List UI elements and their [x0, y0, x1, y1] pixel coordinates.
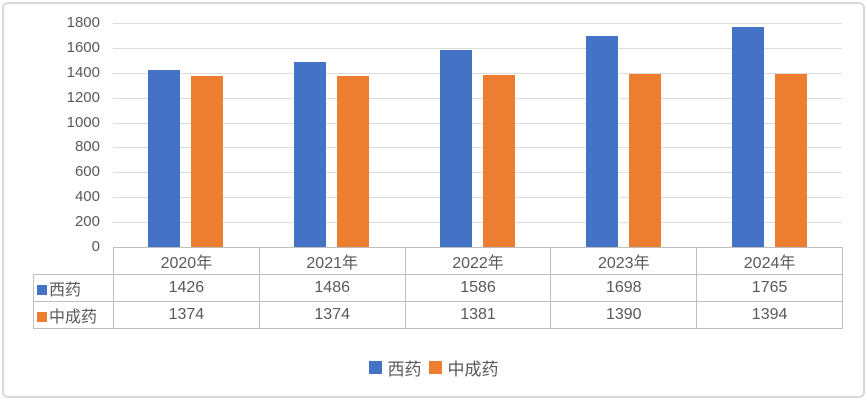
gridline: [113, 222, 842, 224]
series-swatch-icon: [37, 312, 47, 322]
table-row: 西药 1426 1486 1586 1698 1765: [33, 274, 843, 302]
legend-label: 中成药: [447, 360, 499, 379]
category-bar-group: [405, 23, 551, 247]
table-row: 中成药 1374 1374 1381 1390 1394: [33, 301, 843, 329]
bar-series0-cat0: [148, 69, 181, 247]
table-header-cell: 2020年: [113, 247, 260, 275]
gridline: [113, 72, 842, 74]
legend-label: 西药: [387, 360, 422, 379]
gridline: [113, 147, 842, 149]
plot-area: [113, 23, 842, 247]
table-value-cell: 1486: [258, 274, 406, 302]
category-bar-group: [259, 23, 405, 247]
y-axis-tick-label: 1200: [66, 88, 100, 106]
chart-data-table: 2020年 2021年 2022年 2023年 2024年 西药 1426 1486 1586 1…: [33, 247, 843, 329]
gridline: [113, 197, 842, 199]
y-axis-tick-label: 0: [91, 238, 100, 255]
legend-swatch-icon: [368, 361, 382, 374]
y-axis-tick-label: 800: [74, 138, 100, 156]
category-bar-group: [113, 23, 259, 247]
gridline: [113, 172, 842, 174]
bar-series1-cat2: [482, 75, 515, 247]
category-bar-group: [696, 23, 842, 247]
table-value-cell: 1394: [696, 301, 843, 329]
table-header-cell: 2021年: [258, 247, 406, 275]
table-header-cell: 2024年: [696, 247, 843, 275]
y-axis-tick-label: 400: [74, 188, 100, 206]
y-axis-tick-label: 1000: [66, 113, 100, 131]
y-axis-tick-label: 1800: [66, 14, 100, 31]
table-value-cell: 1390: [550, 301, 698, 329]
category-bar-group: [550, 23, 696, 247]
gridline: [113, 23, 842, 24]
bar-series0-cat2: [439, 49, 472, 247]
bar-series0-cat1: [294, 62, 327, 247]
table-header-row: 2020年 2021年 2022年 2023年 2024年: [34, 247, 843, 275]
table-value-cell: 1374: [113, 301, 260, 329]
table-header-cell: 2022年: [404, 247, 552, 275]
series-swatch-icon: [37, 285, 47, 295]
table-corner-cell: [34, 248, 114, 275]
table-value-cell: 1698: [550, 274, 698, 302]
y-axis-tick-label: 600: [74, 163, 100, 181]
bar-series1-cat1: [337, 76, 370, 247]
series-name-label: 西药: [49, 282, 82, 299]
y-axis-tick-label: 1400: [66, 63, 100, 81]
bar-series0-cat4: [731, 27, 764, 247]
table-row-header: 西药: [33, 274, 114, 302]
series-name-label: 中成药: [49, 309, 98, 326]
bar-series1-cat3: [628, 74, 661, 247]
legend-item: 中成药: [428, 355, 499, 380]
table-value-cell: 1374: [258, 301, 406, 329]
bar-series0-cat3: [585, 35, 618, 247]
table-value-cell: 1381: [404, 301, 552, 329]
bar-series1-cat0: [191, 76, 224, 247]
legend-swatch-icon: [428, 361, 442, 374]
chart-legend: 西药 中成药: [0, 355, 867, 380]
gridline: [113, 122, 842, 124]
bar-series1-cat4: [774, 73, 807, 247]
legend-item: 西药: [368, 355, 422, 380]
y-axis-tick-label: 1600: [66, 38, 100, 56]
table-value-cell: 1426: [113, 274, 260, 302]
gridline: [113, 97, 842, 99]
table-value-cell: 1586: [404, 274, 552, 302]
y-axis-tick-label: 200: [74, 213, 100, 231]
table-header-cell: 2023年: [550, 247, 698, 275]
gridline: [113, 47, 842, 49]
table-value-cell: 1765: [696, 274, 843, 302]
table-row-header: 中成药: [33, 301, 114, 329]
